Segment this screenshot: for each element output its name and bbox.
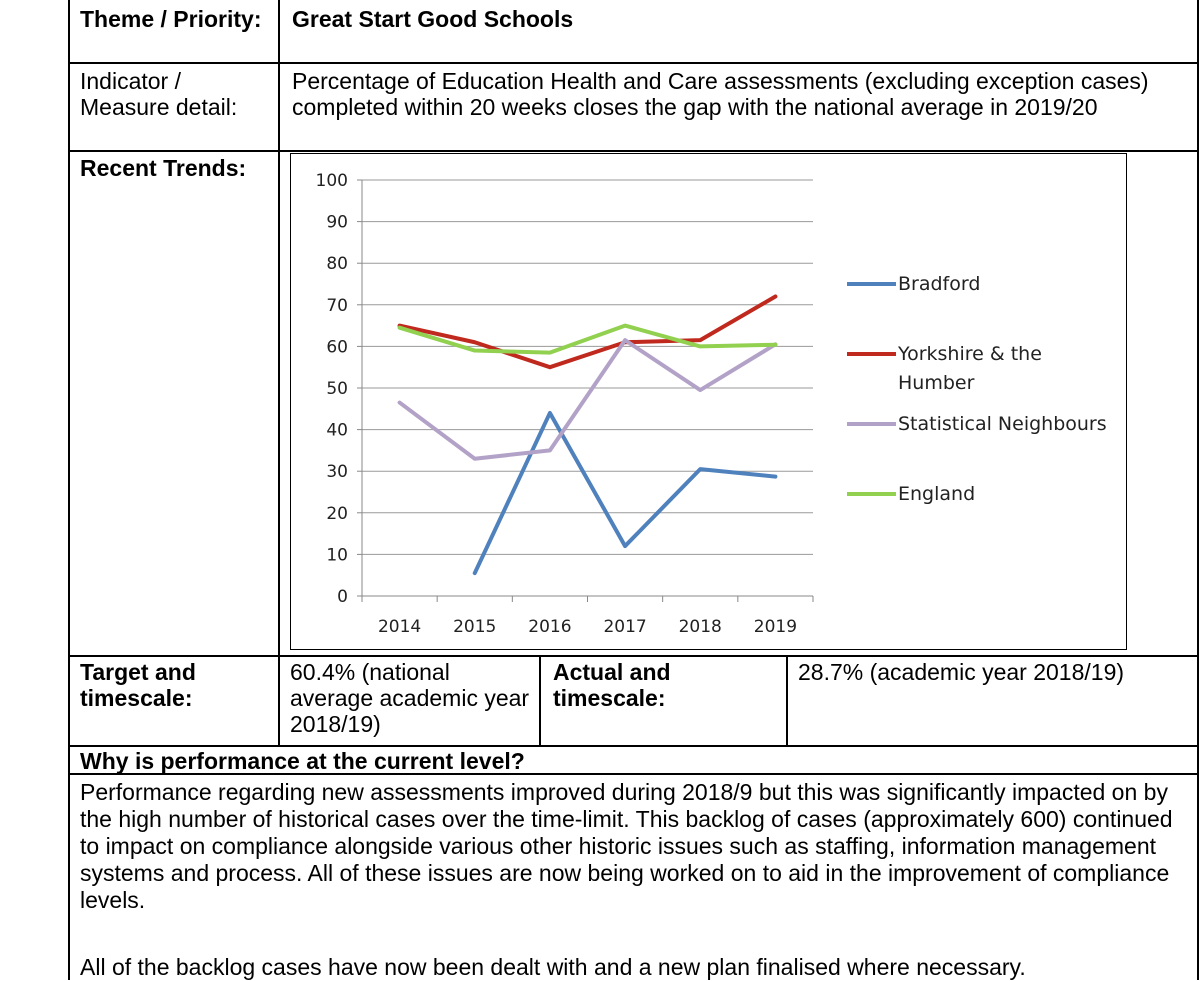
actual-value-divider xyxy=(786,655,788,745)
legend-label-statistical-neighbours: Statistical Neighbours xyxy=(898,413,1107,435)
y-tick-label: 10 xyxy=(326,545,348,565)
chart-frame xyxy=(291,154,1127,650)
legend-label-bradford: Bradford xyxy=(898,273,980,295)
row-divider-theme xyxy=(68,62,1199,64)
x-tick-label-2018: 2018 xyxy=(679,617,722,637)
row-divider-trends xyxy=(68,655,1199,657)
x-tick-label-2016: 2016 xyxy=(528,617,571,637)
y-tick-label: 0 xyxy=(337,587,348,607)
target-label: Target and timescale: xyxy=(80,659,270,711)
y-tick-label: 70 xyxy=(326,296,348,316)
legend-label-england: England xyxy=(898,483,975,505)
y-tick-label: 30 xyxy=(326,462,348,482)
why-heading: Why is performance at the current level? xyxy=(80,748,1180,774)
indicator-label: Indicator / Measure detail: xyxy=(80,68,270,120)
row-divider-indicator xyxy=(68,150,1199,152)
why-paragraph-1: Performance regarding new assessments im… xyxy=(80,779,1190,914)
actual-label: Actual and timescale: xyxy=(553,659,778,711)
y-tick-label: 50 xyxy=(326,379,348,399)
actual-value: 28.7% (academic year 2018/19) xyxy=(798,659,1193,685)
y-tick-label: 100 xyxy=(316,171,348,191)
theme-value: Great Start Good Schools xyxy=(292,6,1182,32)
indicator-value: Percentage of Education Health and Care … xyxy=(292,68,1192,120)
table-border-right xyxy=(1197,0,1199,980)
recent-trends-chart: 0 10 20 30 40 50 60 70 80 90 100 2014 2015 2016 2017 2… xyxy=(290,153,1138,651)
x-tick-label-2014: 2014 xyxy=(378,617,421,637)
y-tick-label: 90 xyxy=(326,213,348,233)
x-tick-label-2015: 2015 xyxy=(453,617,496,637)
row-divider-target xyxy=(68,745,1199,747)
table-border-left xyxy=(68,0,70,980)
x-tick-label-2019: 2019 xyxy=(754,617,797,637)
why-paragraph-2: All of the backlog cases have now been d… xyxy=(80,954,1190,981)
label-column-divider xyxy=(278,0,280,745)
y-tick-label: 20 xyxy=(326,504,348,524)
target-value: 60.4% (national average academic year 20… xyxy=(290,659,530,737)
trends-label: Recent Trends: xyxy=(80,155,275,181)
y-tick-label: 80 xyxy=(326,254,348,274)
y-tick-label: 60 xyxy=(326,337,348,357)
target-actual-divider xyxy=(539,655,541,745)
y-tick-label: 40 xyxy=(326,421,348,441)
x-tick-label-2017: 2017 xyxy=(603,617,646,637)
theme-label: Theme / Priority: xyxy=(80,6,270,32)
